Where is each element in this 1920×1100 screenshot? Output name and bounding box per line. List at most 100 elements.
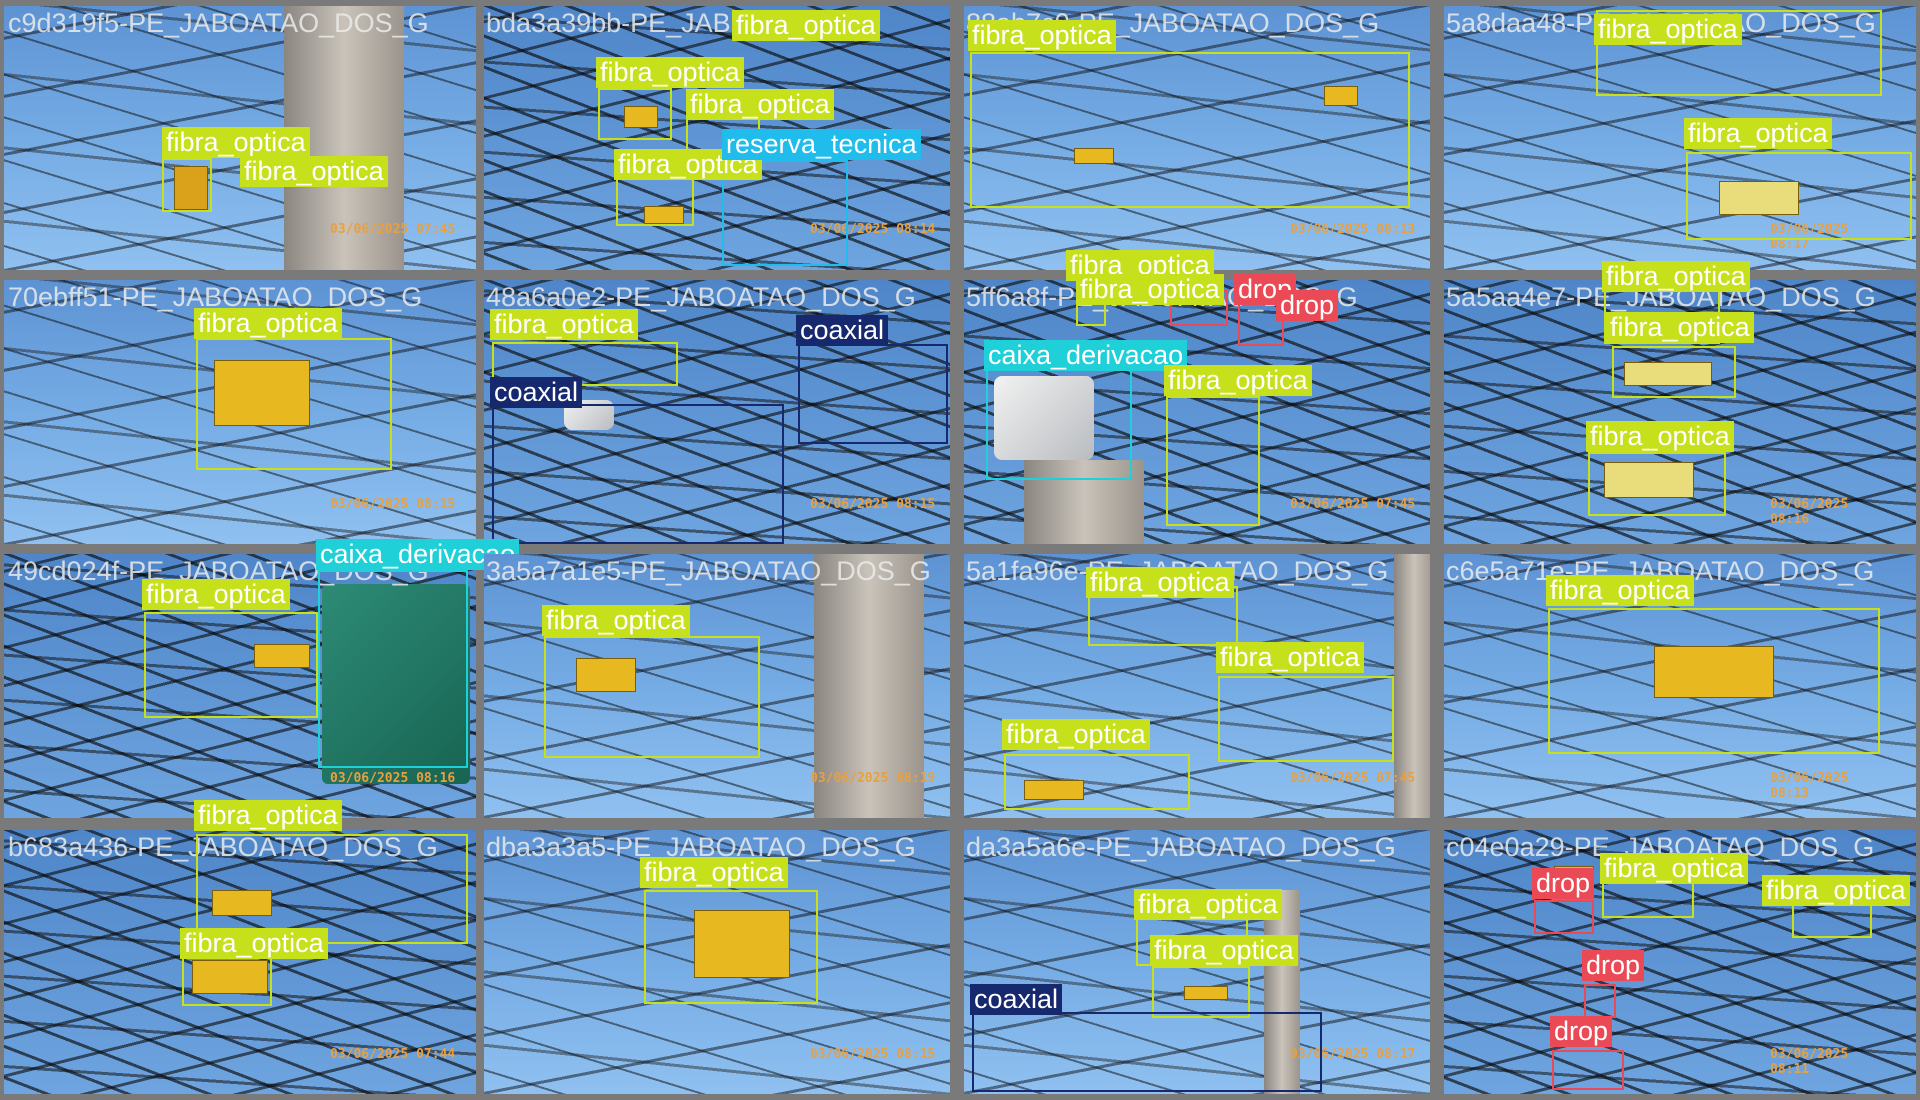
utility-pole [814, 554, 924, 818]
image-tile-10 [484, 554, 950, 818]
fiber-tag [214, 360, 310, 426]
detection-box [1596, 10, 1882, 96]
timestamp: 03/06/2025 08:13 [1770, 771, 1849, 801]
image-tile-4 [1444, 6, 1916, 270]
fiber-tag [254, 644, 310, 668]
timestamp: 03/06/2025 08:14 [810, 222, 936, 237]
tile-title: c9d319f5-PE_JABOATAO_DOS_G [8, 8, 429, 38]
detection-label: drop [1276, 290, 1339, 321]
detection-box [1534, 900, 1594, 934]
detection-box [644, 890, 818, 1004]
detection-label: coaxial [970, 984, 1063, 1015]
detection-label: fibra_optica [1134, 889, 1282, 920]
fiber-tag [624, 106, 658, 128]
image-tile-14 [484, 830, 950, 1094]
detection-label: fibra_optica [1594, 14, 1742, 45]
timestamp: 03/06/2025 08:19 [810, 771, 936, 786]
detection-box [1552, 1050, 1624, 1090]
detection-label: fibra_optica [1150, 935, 1298, 966]
fiber-tag [1624, 362, 1712, 386]
tile-title: da3a5a6e-PE_JABOATAO_DOS_G [966, 832, 1396, 862]
detection-label: drop [1550, 1016, 1613, 1047]
timestamp: 03/06/2025 07:45 [1290, 497, 1416, 512]
timestamp: 03/06/2025 08:16 [330, 771, 456, 786]
image-tile-1 [4, 6, 476, 270]
detection-box [1588, 452, 1726, 516]
detection-box [1152, 966, 1250, 1018]
detection-box [970, 52, 1410, 208]
detection-label: coaxial [796, 315, 889, 346]
detection-label: fibra_optica [180, 928, 328, 959]
detection-box [162, 158, 212, 212]
detection-box [196, 834, 468, 944]
detection-label: fibra_optica [596, 57, 744, 88]
fiber-tag [1324, 86, 1358, 106]
detection-box [492, 342, 678, 386]
detection-box [1218, 676, 1394, 762]
timestamp: 03/06/2025 07:45 [330, 222, 456, 237]
timestamp: 03/06/2025 07:44 [330, 1047, 456, 1062]
detection-label: fibra_optica [1076, 274, 1224, 305]
detection-label: caixa_derivacao [984, 340, 1188, 371]
detection-box [1686, 152, 1912, 240]
detection-label: fibra_optica [162, 127, 310, 158]
utility-pole [1394, 554, 1430, 818]
utility-pole [1024, 460, 1144, 544]
detection-label: fibra_optica [1600, 853, 1748, 884]
cable-device [322, 584, 470, 784]
fiber-tag [576, 658, 636, 692]
tile-title: b683a436-PE_JABOATAO_DOS_G [8, 832, 438, 862]
detection-box [144, 612, 318, 718]
detection-box [1584, 984, 1616, 1018]
fiber-tag [1074, 148, 1114, 164]
detection-label: fibra_optica [240, 156, 388, 187]
timestamp: 03/06/2025 08:15 [810, 497, 936, 512]
fiber-tag [644, 206, 684, 224]
detection-label: fibra_optica [1086, 567, 1234, 598]
detection-box [1004, 754, 1190, 810]
detection-label: fibra_optica [640, 857, 788, 888]
timestamp: 03/06/2025 08:15 [330, 497, 456, 512]
detection-box [798, 344, 948, 444]
timestamp: 03/06/2025 08:15 [810, 1047, 936, 1062]
detection-box [318, 570, 468, 768]
detection-label: fibra_optica [1606, 312, 1754, 343]
tile-title: 3a5a7a1e5-PE_JABOATAO_DOS_G [486, 556, 931, 586]
utility-pole [1264, 890, 1300, 1094]
image-tile-13 [4, 830, 476, 1094]
tile-title: 70ebff51-PE_JABOATAO_DOS_G [8, 282, 423, 312]
fiber-tag [1654, 646, 1774, 698]
fiber-tag [694, 910, 790, 978]
fiber-tag [1184, 986, 1228, 1000]
detection-label: fibra_optica [1164, 365, 1312, 396]
cable-device [994, 376, 1094, 460]
detection-box [492, 404, 784, 544]
detection-label: drop [1532, 868, 1595, 899]
detection-label: fibra_optica [542, 605, 690, 636]
detection-box [598, 88, 672, 140]
tile-title: bda3a39bb-PE_JAB [486, 8, 731, 38]
timestamp: 03/06/2025 08:13 [1290, 222, 1416, 237]
detection-box [1548, 608, 1880, 754]
fiber-tag [1719, 181, 1799, 215]
detection-label: fibra_optica [1762, 875, 1910, 906]
tile-title: 48a6a0e2-PE_JABOATAO_DOS_G [486, 282, 916, 312]
detection-label: fibra_optica [1684, 118, 1832, 149]
detection-box [616, 178, 694, 226]
image-tile-11 [964, 554, 1430, 818]
detection-label: fibra_optica [1586, 421, 1734, 452]
detection-label: fibra_optica [194, 308, 342, 339]
image-tile-15 [964, 830, 1430, 1094]
image-tile-9 [4, 554, 476, 818]
detection-box [722, 160, 848, 266]
detection-label: fibra_optica [1546, 575, 1694, 606]
fiber-tag [1024, 780, 1084, 800]
detection-label: drop [1582, 950, 1645, 981]
detection-box [1166, 396, 1260, 526]
detection-label: fibra_optica [142, 579, 290, 610]
detection-label: coaxial [490, 377, 583, 408]
detection-label: fibra_optica [686, 89, 834, 120]
detection-label: reserva_tecnica [722, 129, 921, 160]
fiber-tag [192, 960, 268, 994]
detection-label: fibra_optica [490, 309, 638, 340]
